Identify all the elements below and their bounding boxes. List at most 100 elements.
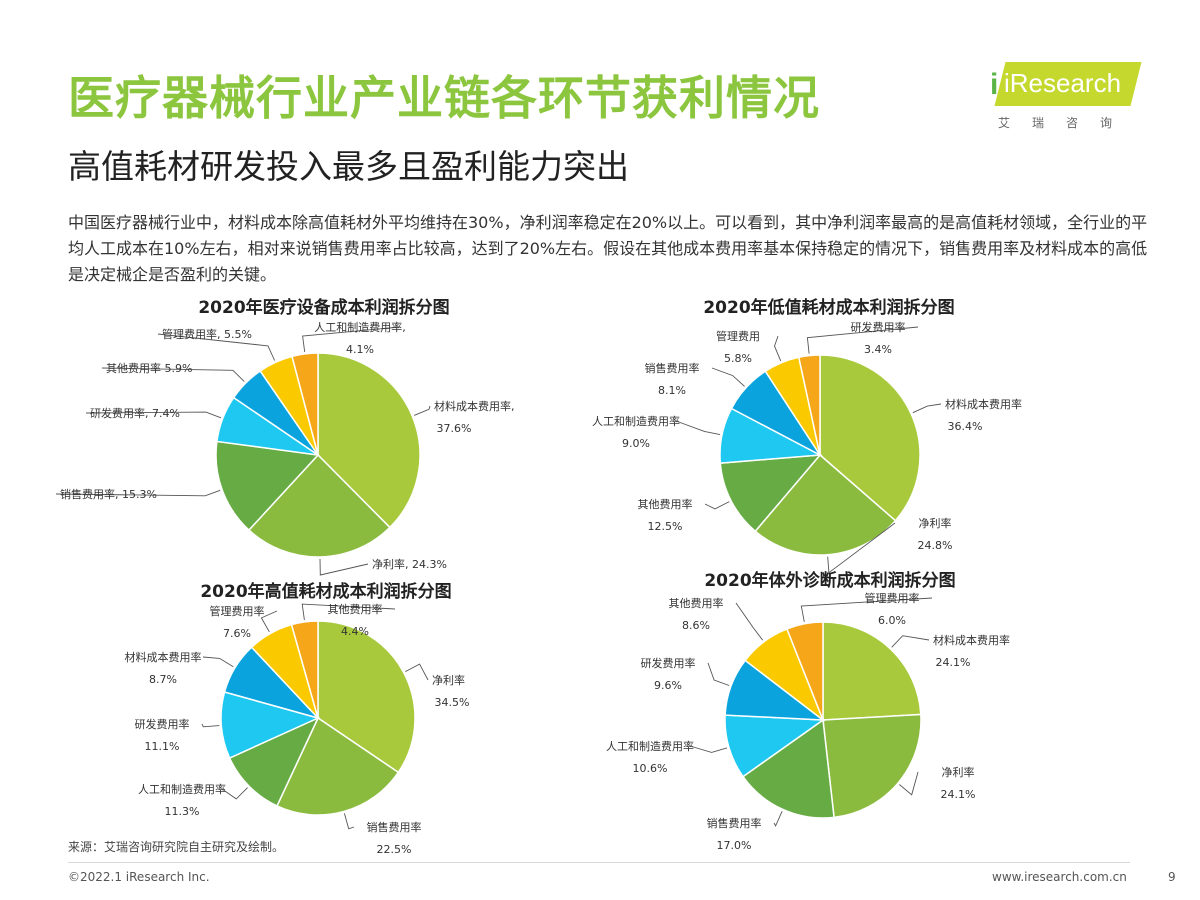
slice-value: 24.1% — [936, 656, 971, 669]
pie-slice — [317, 620, 416, 774]
page-title: 医疗器械行业产业链各环节获利情况 — [68, 71, 820, 125]
slice-label: 净利率 — [942, 765, 975, 779]
leader-line — [202, 656, 234, 668]
logo-chinese: 艾瑞咨询 — [998, 116, 1135, 130]
chart-title: 2020年医疗设备成本利润拆分图 — [198, 297, 449, 318]
leader-line — [319, 558, 369, 576]
slice-value: 24.1% — [941, 788, 976, 801]
slice-value: 6.0% — [878, 614, 906, 627]
leader-line — [414, 405, 431, 416]
slice-value: 17.0% — [717, 839, 752, 852]
slice-value: 10.6% — [633, 762, 668, 775]
leader-line — [704, 501, 730, 510]
slice-label: 其他费用率 — [328, 602, 383, 616]
slice-label: 人工和制造费用率 — [606, 739, 694, 753]
slice-value: 34.5% — [435, 696, 470, 709]
slice-value: 11.3% — [165, 805, 200, 818]
slice-value: 4.4% — [341, 625, 369, 638]
leader-line — [301, 603, 396, 620]
slice-label: 人工和制造费用率 — [138, 782, 226, 796]
slice-value: 24.8% — [918, 539, 953, 552]
slice-label: 管理费用 — [716, 329, 760, 343]
slice-label: 销售费用率 — [645, 361, 700, 375]
slice-label: 管理费用率 — [865, 591, 920, 605]
slice-label: 净利率 — [919, 516, 952, 530]
leader-line — [302, 326, 401, 352]
pie-slice — [291, 352, 319, 456]
slice-label: 研发费用率 — [135, 717, 190, 731]
leader-line — [405, 663, 429, 681]
slice-label: 其他费用率 — [669, 596, 724, 610]
page-number: 9 — [1168, 870, 1176, 884]
slice-label: 材料成本费用率 — [945, 397, 1022, 411]
slice-value: 11.1% — [145, 740, 180, 753]
leader-line — [774, 335, 782, 362]
slice-label: 材料成本费用率, — [434, 399, 515, 413]
chart-title: 2020年低值耗材成本利润拆分图 — [703, 297, 954, 318]
website-link: www.iresearch.com.cn — [992, 870, 1127, 884]
pie-slice — [719, 454, 822, 533]
slice-label: 其他费用率 5.9% — [106, 361, 192, 375]
leader-line — [806, 326, 919, 354]
leader-line — [891, 635, 930, 648]
slice-value: 8.6% — [682, 619, 710, 632]
slice-label: 销售费用率 — [707, 816, 762, 830]
pie-slice — [228, 716, 320, 807]
slice-value: 37.6% — [437, 422, 472, 435]
slice-label: 材料成本费用率 — [125, 650, 202, 664]
leader-line — [773, 811, 783, 827]
leader-line — [343, 813, 355, 830]
source-note: 来源：艾瑞咨询研究院自主研究及绘制。 — [68, 840, 285, 854]
pie-slice — [797, 354, 821, 456]
leader-line — [260, 610, 278, 633]
leader-line — [157, 333, 276, 361]
slice-label: 其他费用率 — [638, 497, 693, 511]
leader-line — [689, 745, 728, 753]
slice-value: 22.5% — [377, 843, 412, 856]
leader-line — [55, 489, 221, 497]
slice-label: 人工和制造费用率 — [592, 414, 680, 428]
slice-value: 3.4% — [864, 343, 892, 356]
slice-value: 7.6% — [223, 627, 251, 640]
leader-line — [707, 662, 730, 686]
leader-line — [221, 787, 248, 800]
chart-title: 2020年体外诊断成本利润拆分图 — [704, 570, 955, 591]
slice-label: 材料成本费用率 — [933, 633, 1010, 647]
leader-line — [800, 597, 933, 622]
leader-line — [827, 522, 896, 574]
pie-slice — [247, 453, 391, 558]
slice-value: 5.8% — [724, 352, 752, 365]
summary-paragraph: 中国医疗器械行业中，材料成本除高值耗材外平均维持在30%，净利润率稳定在20%以… — [68, 213, 1148, 284]
logo-wordmark: iResearch — [1004, 68, 1122, 98]
page-subtitle: 高值耗材研发投入最多且盈利能力突出 — [68, 147, 629, 186]
pie-slice — [215, 440, 320, 532]
slice-label: 销售费用率 — [367, 820, 422, 834]
pie-slice — [785, 621, 824, 721]
pie-slice — [822, 713, 922, 819]
slice-label: 人工和制造费用率, — [314, 320, 406, 334]
pie-slice — [822, 621, 922, 721]
slice-value: 36.4% — [948, 420, 983, 433]
chart-title: 2020年高值耗材成本利润拆分图 — [200, 581, 451, 602]
slice-value: 8.7% — [149, 673, 177, 686]
pie-slice — [317, 352, 421, 529]
slice-label: 管理费用率, 5.5% — [162, 327, 252, 341]
pie-slice — [220, 691, 321, 760]
slice-value: 4.1% — [346, 343, 374, 356]
pie-slice — [819, 354, 921, 522]
slice-label: 研发费用率 — [641, 656, 696, 670]
logo-dot-i: i — [990, 68, 999, 101]
slice-label: 净利率, 24.3% — [372, 557, 447, 571]
pie-slice — [290, 620, 319, 719]
iresearch-logo: i iResearch 艾瑞咨询 — [990, 62, 1142, 137]
leader-line — [201, 723, 220, 728]
copyright: ©2022.1 iResearch Inc. — [68, 870, 210, 884]
slice-label: 管理费用率 — [210, 604, 265, 618]
leader-line — [735, 602, 764, 641]
leader-line — [85, 411, 222, 419]
